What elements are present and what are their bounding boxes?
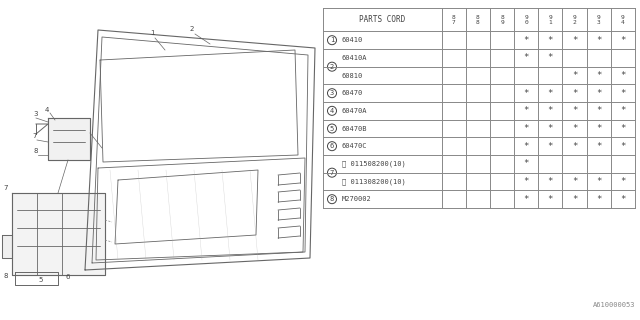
Text: 8: 8	[33, 148, 38, 154]
Text: *: *	[524, 124, 529, 133]
Text: 60470: 60470	[342, 90, 364, 96]
Text: *: *	[548, 106, 553, 115]
Text: *: *	[548, 89, 553, 98]
Polygon shape	[2, 235, 12, 258]
Text: *: *	[524, 142, 529, 151]
Text: *: *	[548, 124, 553, 133]
Text: 9
1: 9 1	[548, 15, 552, 25]
Text: Ⓑ 011308200(10): Ⓑ 011308200(10)	[342, 178, 406, 185]
Text: 8: 8	[3, 273, 8, 279]
Text: *: *	[548, 36, 553, 45]
Polygon shape	[48, 118, 90, 160]
Text: 60410: 60410	[342, 37, 364, 43]
Text: *: *	[572, 36, 577, 45]
Text: *: *	[620, 89, 625, 98]
Text: 9
0: 9 0	[524, 15, 528, 25]
Text: 60470A: 60470A	[342, 108, 367, 114]
Text: 9
3: 9 3	[597, 15, 600, 25]
Text: *: *	[572, 89, 577, 98]
Text: *: *	[524, 159, 529, 168]
Text: A610000053: A610000053	[593, 302, 635, 308]
Text: 4: 4	[330, 108, 334, 114]
Text: *: *	[548, 177, 553, 186]
Text: *: *	[596, 195, 602, 204]
Text: *: *	[596, 124, 602, 133]
Text: *: *	[596, 89, 602, 98]
Text: 2: 2	[330, 64, 334, 70]
Text: Ⓑ 011508200(10): Ⓑ 011508200(10)	[342, 161, 406, 167]
Text: *: *	[620, 36, 625, 45]
Text: *: *	[620, 142, 625, 151]
Text: 8
8: 8 8	[476, 15, 480, 25]
Text: *: *	[572, 142, 577, 151]
Text: 5: 5	[330, 125, 334, 132]
Text: *: *	[548, 142, 553, 151]
Text: 9
4: 9 4	[621, 15, 625, 25]
Text: 60410A: 60410A	[342, 55, 367, 61]
Text: 60470C: 60470C	[342, 143, 367, 149]
Text: PARTS CORD: PARTS CORD	[359, 15, 405, 24]
Text: *: *	[572, 177, 577, 186]
Text: *: *	[548, 53, 553, 62]
Text: 60470B: 60470B	[342, 125, 367, 132]
Text: *: *	[596, 106, 602, 115]
Text: *: *	[572, 71, 577, 80]
Text: *: *	[524, 177, 529, 186]
Text: 7: 7	[3, 185, 8, 191]
Text: 2: 2	[190, 26, 195, 32]
Text: *: *	[620, 71, 625, 80]
Text: 60810: 60810	[342, 73, 364, 78]
Text: *: *	[596, 36, 602, 45]
Text: *: *	[548, 195, 553, 204]
Text: 5: 5	[38, 277, 42, 283]
Text: *: *	[620, 195, 625, 204]
Text: 7: 7	[32, 133, 36, 139]
Polygon shape	[12, 193, 105, 275]
Text: 8: 8	[330, 196, 334, 202]
Text: 9
2: 9 2	[573, 15, 577, 25]
Text: *: *	[524, 36, 529, 45]
Text: *: *	[524, 106, 529, 115]
Text: *: *	[596, 177, 602, 186]
Text: *: *	[572, 106, 577, 115]
Text: *: *	[524, 53, 529, 62]
Text: *: *	[572, 195, 577, 204]
Text: *: *	[596, 71, 602, 80]
Text: 8
7: 8 7	[452, 15, 456, 25]
Text: 1: 1	[330, 37, 334, 43]
Text: *: *	[572, 124, 577, 133]
Text: *: *	[596, 142, 602, 151]
Text: *: *	[620, 177, 625, 186]
Text: *: *	[620, 124, 625, 133]
Text: 3: 3	[330, 90, 334, 96]
Text: 6: 6	[65, 274, 70, 280]
Text: 6: 6	[330, 143, 334, 149]
Text: M270002: M270002	[342, 196, 372, 202]
Text: 3: 3	[33, 111, 38, 117]
Text: 7: 7	[330, 170, 334, 176]
Text: *: *	[524, 195, 529, 204]
Text: *: *	[620, 106, 625, 115]
Text: 1: 1	[150, 30, 154, 36]
Text: 8
9: 8 9	[500, 15, 504, 25]
Text: *: *	[524, 89, 529, 98]
Text: 4: 4	[45, 107, 49, 113]
